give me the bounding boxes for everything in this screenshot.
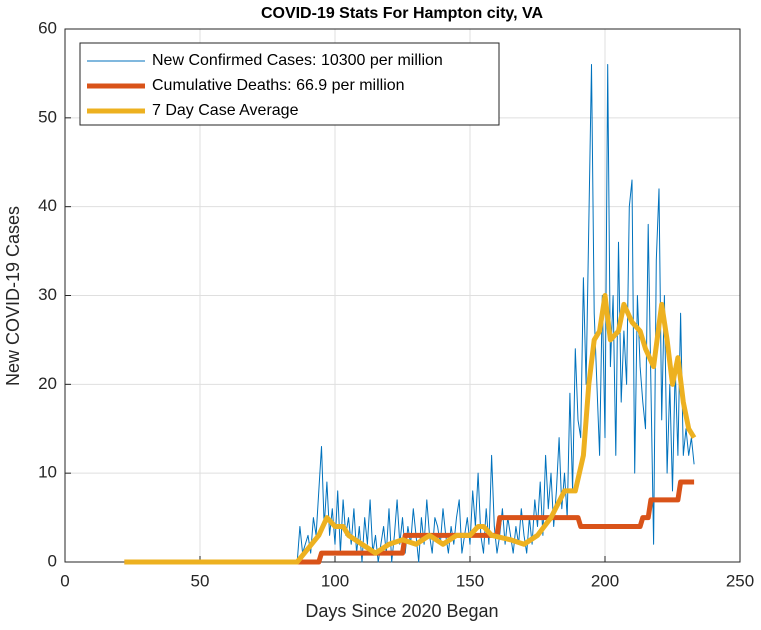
x-tick-label: 50 (191, 571, 210, 590)
plot-frame (64, 28, 741, 563)
line-series (124, 293, 697, 565)
y-tick-label: 40 (38, 196, 57, 215)
x-tick-label: 0 (60, 571, 69, 590)
x-tick-label: 200 (591, 571, 619, 590)
y-tick-label: 60 (38, 18, 57, 37)
y-axis-label: New COVID-19 Cases (3, 206, 23, 386)
chart-title: COVID-19 Stats For Hampton city, VA (261, 5, 544, 22)
y-tick-label: 10 (38, 463, 57, 482)
legend-label: 7 Day Case Average (152, 102, 299, 119)
x-tick-label: 100 (321, 571, 349, 590)
line-series (124, 64, 695, 563)
x-tick-label: 250 (726, 571, 754, 590)
y-tick-label: 0 (48, 551, 57, 570)
y-tick-label: 20 (38, 374, 57, 393)
legend-label: Cumulative Deaths: 66.9 per million (152, 77, 405, 94)
y-tick-label: 30 (38, 285, 57, 304)
y-tick-label: 50 (38, 107, 57, 126)
x-tick-label: 150 (456, 571, 484, 590)
legend-box (79, 42, 500, 126)
x-axis-label: Days Since 2020 Began (305, 601, 498, 621)
line-series (124, 479, 695, 565)
legend-label: New Confirmed Cases: 10300 per million (152, 52, 443, 69)
